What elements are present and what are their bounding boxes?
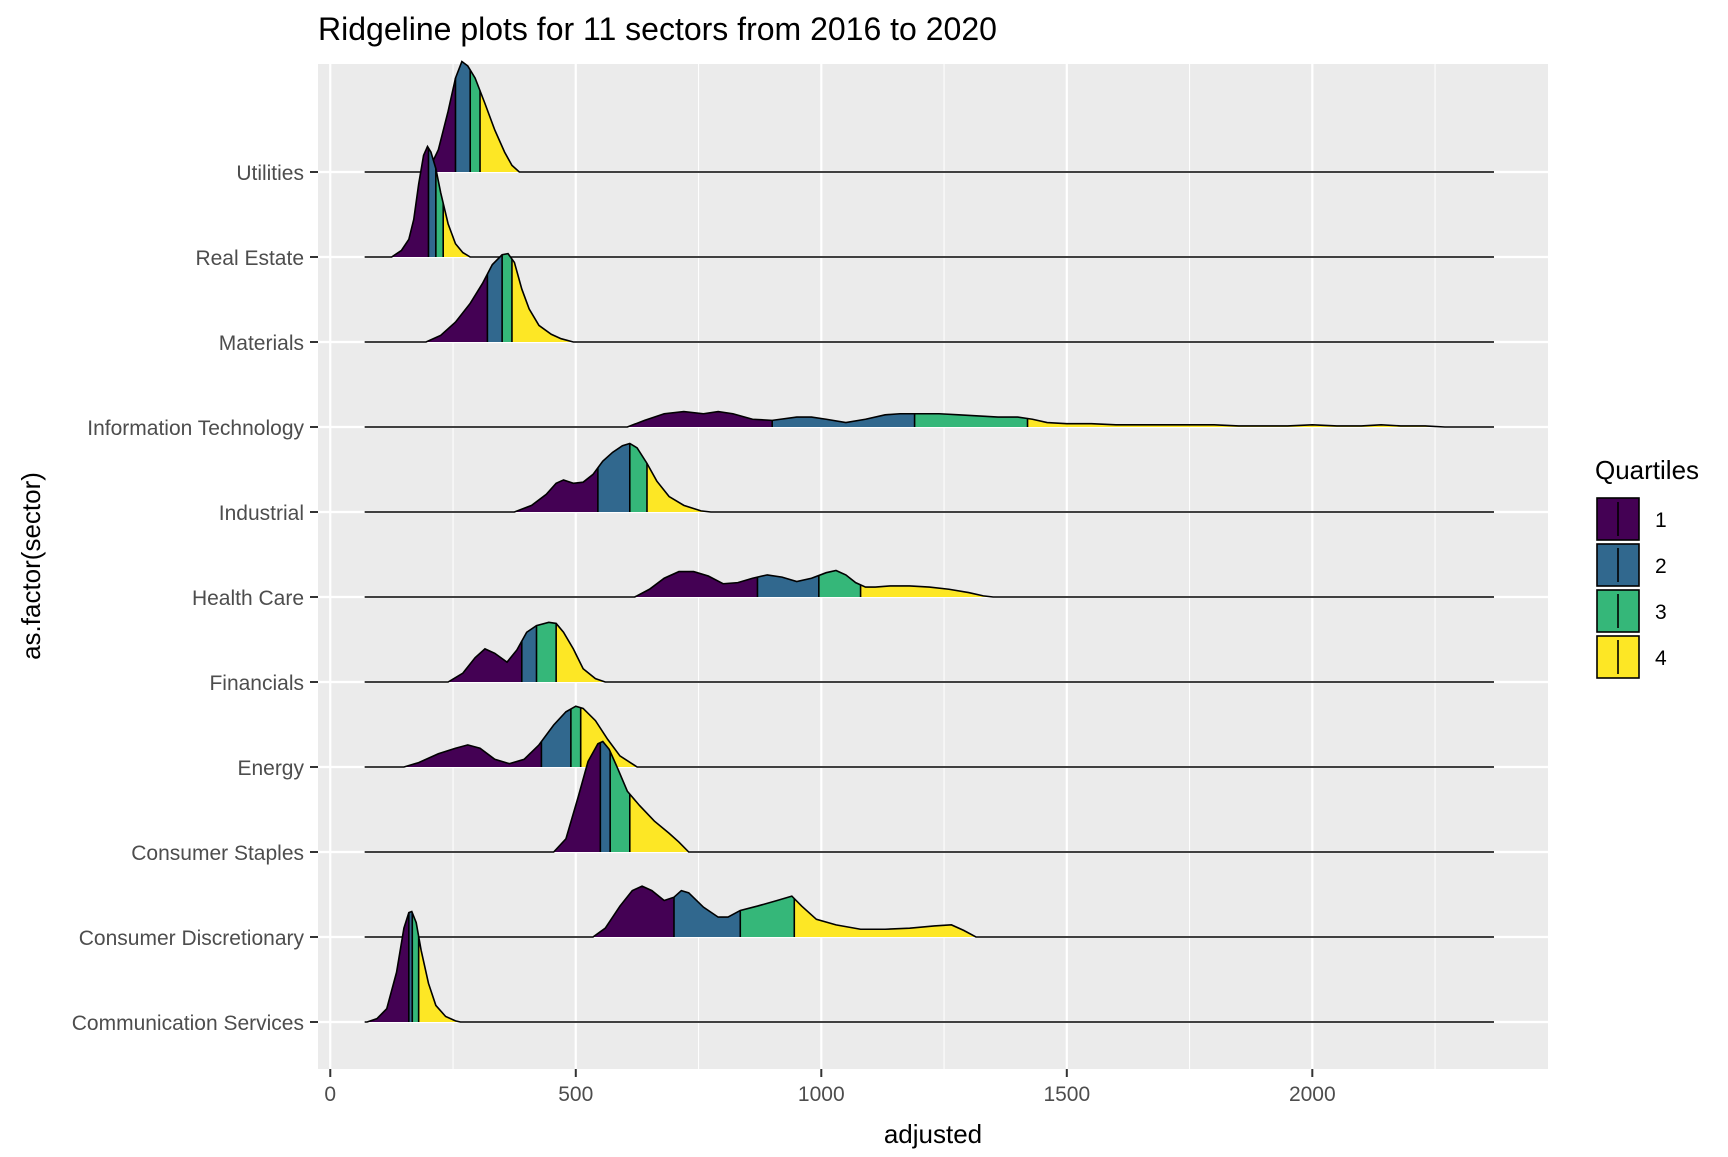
- quartile-4-area: [480, 90, 520, 172]
- quartile-3-area: [740, 896, 795, 937]
- quartile-1-area: [426, 274, 488, 342]
- quartile-1-area: [421, 78, 456, 172]
- y-tick-label: Health Care: [192, 587, 304, 610]
- quartile-1-area: [553, 742, 601, 852]
- ridges-layer: [364, 60, 1494, 1023]
- quartile-3-area: [470, 69, 481, 172]
- ridge-outline: [364, 252, 1494, 343]
- ridge-health-care: [364, 569, 1494, 598]
- y-tick-label: Energy: [237, 757, 304, 780]
- ridge-outline: [364, 705, 1494, 768]
- quartile-4-area: [646, 463, 711, 512]
- quartile-2-area: [408, 911, 413, 1022]
- ridge-outline: [364, 910, 1494, 1023]
- x-tick-label: 0: [324, 1083, 336, 1106]
- quartile-1-area: [514, 467, 598, 512]
- quartile-4-area: [418, 936, 461, 1022]
- quartile-2-area: [428, 148, 436, 257]
- ridge-materials: [364, 252, 1494, 343]
- quartile-1-area: [403, 741, 542, 767]
- y-tick-label: Materials: [219, 332, 304, 355]
- quartile-3-area: [536, 622, 557, 682]
- quartile-4-area: [443, 203, 471, 257]
- legend-label-2: 2: [1655, 555, 1667, 578]
- ridge-outline: [364, 569, 1494, 598]
- y-tick-label: Utilities: [236, 162, 304, 185]
- x-axis-title: adjusted: [884, 1119, 982, 1149]
- y-tick-label: Consumer Discretionary: [79, 927, 305, 950]
- y-tick-label: Real Estate: [195, 247, 304, 270]
- legend-title: Quartiles: [1595, 455, 1699, 485]
- quartile-2-area: [597, 443, 630, 512]
- legend: Quartiles 1 2 3 4: [1595, 455, 1699, 679]
- ridge-real-estate: [364, 144, 1494, 258]
- x-tick-label: 2000: [1289, 1083, 1336, 1106]
- quartile-2-area: [521, 625, 537, 682]
- ridge-outline: [364, 410, 1494, 428]
- quartile-1-area: [367, 912, 409, 1022]
- quartile-2-area: [673, 890, 741, 937]
- ridge-outline: [364, 621, 1494, 683]
- quartile-1-area: [592, 886, 674, 937]
- quartile-2-area: [455, 61, 471, 172]
- chart-title: Ridgeline plots for 11 sectors from 2016…: [318, 11, 997, 47]
- plot-background: [318, 64, 1548, 1069]
- quartile-4-area: [629, 794, 689, 852]
- quartile-3-area: [818, 570, 861, 597]
- y-axis-title: as.factor(sector): [16, 472, 46, 660]
- quartile-3-area: [914, 413, 1028, 427]
- quartile-1-area: [448, 641, 522, 682]
- ridge-consumer-staples: [364, 740, 1494, 853]
- ridge-outline: [364, 885, 1494, 938]
- quartile-4-area: [556, 623, 606, 682]
- y-tick-label: Information Technology: [87, 417, 304, 440]
- quartile-3-area: [629, 443, 647, 512]
- ridge-communication-services: [364, 910, 1494, 1023]
- legend-label-4: 4: [1655, 647, 1667, 670]
- quartile-4-area: [511, 259, 574, 342]
- ridge-utilities: [364, 60, 1494, 173]
- quartile-4-area: [794, 898, 976, 937]
- quartile-2-area: [772, 413, 915, 427]
- ridge-financials: [364, 621, 1494, 683]
- quartile-3-area: [502, 253, 512, 342]
- quartile-2-area: [487, 254, 503, 342]
- y-tick-label: Financials: [209, 672, 304, 695]
- x-tick-label: 1500: [1043, 1083, 1090, 1106]
- ridge-consumer-discretionary: [364, 885, 1494, 938]
- quartile-1-area: [391, 146, 429, 257]
- quartile-3-area: [435, 168, 444, 257]
- ridge-outline: [364, 442, 1494, 513]
- quartile-3-area: [570, 706, 581, 767]
- quartile-4-area: [860, 584, 994, 597]
- legend-label-1: 1: [1655, 509, 1667, 532]
- quartile-3-area: [610, 751, 630, 852]
- quartile-2-area: [600, 741, 611, 852]
- quartile-3-area: [412, 912, 419, 1022]
- y-tick-label: Consumer Staples: [131, 842, 304, 865]
- ridge-outline: [364, 144, 1494, 258]
- legend-label-3: 3: [1655, 601, 1667, 624]
- ridge-outline: [364, 740, 1494, 853]
- ridge-industrial: [364, 442, 1494, 513]
- ridge-information-technology: [364, 410, 1494, 428]
- x-tick-label: 500: [558, 1083, 593, 1106]
- axis-layer: Communication Services Consumer Discretio…: [72, 162, 1336, 1106]
- y-tick-label: Communication Services: [72, 1012, 304, 1035]
- legend-keys: 1 2 3 4: [1596, 497, 1667, 679]
- y-tick-label: Industrial: [219, 502, 304, 525]
- quartile-2-area: [541, 708, 571, 767]
- x-tick-label: 1000: [798, 1083, 845, 1106]
